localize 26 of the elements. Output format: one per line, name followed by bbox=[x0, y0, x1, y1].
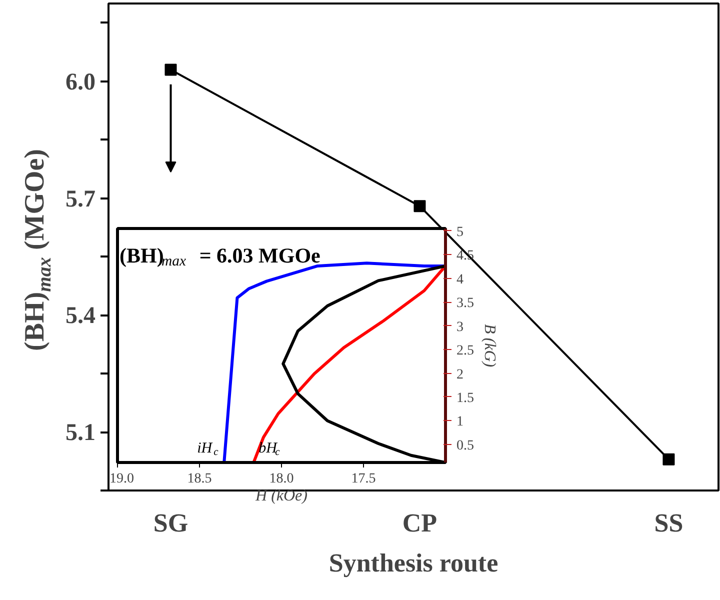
y-tick-label: 3.5 bbox=[456, 296, 474, 312]
x-tick-label: 17.5 bbox=[351, 472, 376, 486]
y-tick-label: 1 bbox=[456, 414, 464, 430]
y-tick-label: 2.5 bbox=[456, 344, 474, 359]
point bbox=[414, 200, 426, 212]
point bbox=[164, 64, 177, 76]
y-tick-label: 5.7 bbox=[66, 186, 96, 212]
x-tick-label: 18.0 bbox=[269, 472, 294, 486]
x-tick-label: SS bbox=[654, 508, 684, 538]
y-tick-label: 5 bbox=[456, 224, 464, 240]
x-tick-label: 19.0 bbox=[110, 472, 134, 486]
y-tick-label: 5.4 bbox=[66, 303, 96, 330]
y-tick-label: 6.0 bbox=[66, 69, 96, 96]
y-tick-label: 2 bbox=[456, 367, 464, 382]
y-tick-label: 3 bbox=[456, 320, 464, 335]
x-tick-label: 18.5 bbox=[187, 472, 212, 486]
x-tick-label: SG bbox=[153, 508, 188, 538]
x-tick-label: CP bbox=[402, 508, 438, 538]
x-axis-title: Synthesis route bbox=[328, 548, 498, 578]
y-axis-title: B (kG) bbox=[481, 324, 498, 368]
y-tick-label: 4 bbox=[456, 272, 464, 288]
x-axis-title: H (kOe) bbox=[254, 488, 308, 504]
y-tick-label: 0.5 bbox=[456, 438, 474, 454]
point bbox=[662, 453, 675, 466]
y-tick-label: 1.5 bbox=[456, 391, 474, 406]
y-tick-label: 5.1 bbox=[66, 420, 96, 446]
